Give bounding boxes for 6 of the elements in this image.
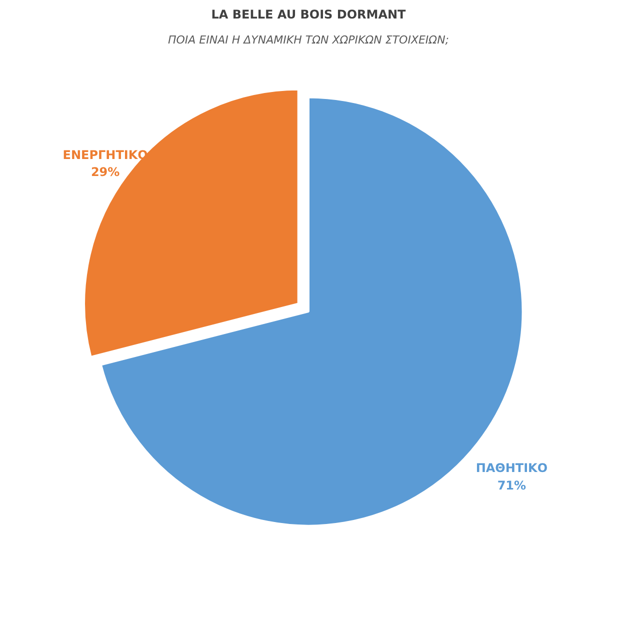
chart-title: LA BELLE AU BOIS DORMANT <box>211 8 407 22</box>
chart-subtitle: ΠΟΙΑ ΕΙΝΑΙ Η ΔΥΝΑΜΙΚΗ ΤΩΝ ΧΩΡΙΚΩΝ ΣΤΟΙΧΕΙΩΝ; <box>168 34 450 46</box>
slice-label: ΕΝΕΡΓΗΤΙΚΟ <box>62 148 148 162</box>
data-label: 71% <box>497 478 526 492</box>
slice-label: ΠΑΘΗΤΙΚΟ <box>476 461 548 476</box>
data-label: 29% <box>90 164 120 179</box>
